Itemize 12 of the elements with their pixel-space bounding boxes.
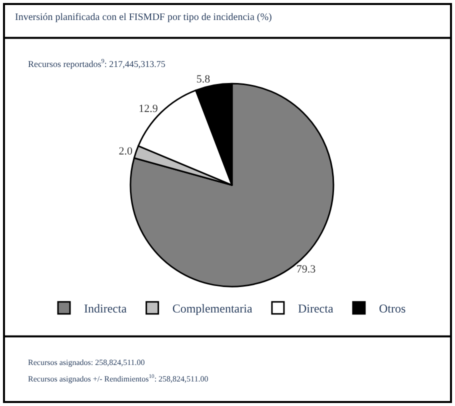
- text: Recursos asignados: 258,824,511.00: [28, 358, 145, 367]
- data-label: 2.0: [118, 145, 134, 158]
- chart-subtitle: Recursos reportados$^{9}$: 217,445,313.75: [28, 58, 166, 69]
- data-label: 79.3: [296, 264, 316, 276]
- legend-label: Indirecta: [84, 302, 128, 316]
- chart-title: Inversión planificada con el FISMDF por tipo de incidencia (%): [15, 12, 272, 23]
- legend-label: Complementaria: [172, 302, 253, 316]
- text: Recursos asignados +/- Rendimientos$^{10}$: 258,824,511.00: [28, 374, 208, 384]
- data-label: 12.9: [138, 103, 158, 116]
- data-label: 5.8: [196, 73, 211, 86]
- legend-label: Directa: [298, 302, 334, 316]
- legend-label: Otros: [378, 302, 406, 316]
